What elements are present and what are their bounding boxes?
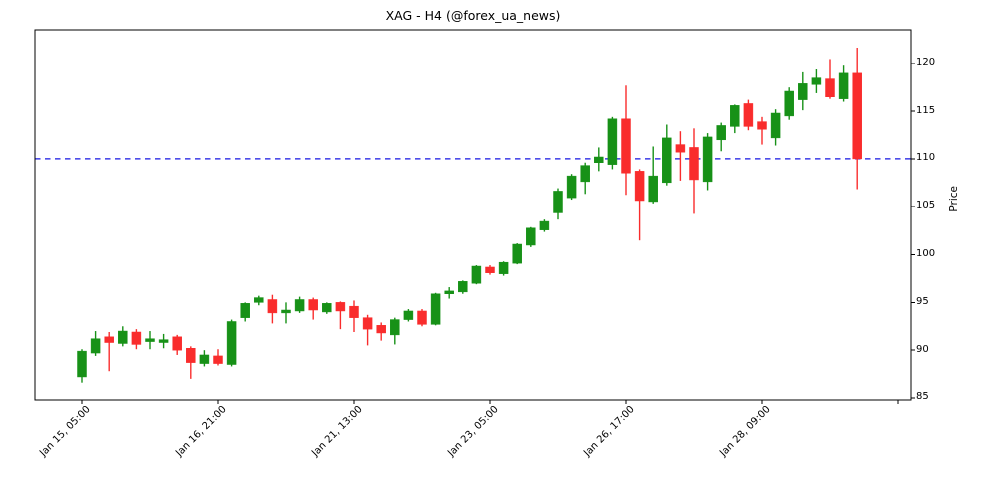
candle-body xyxy=(213,355,223,364)
candle-body xyxy=(730,105,740,127)
candle-body xyxy=(485,266,495,273)
candle-body xyxy=(838,72,849,99)
candle-body xyxy=(702,136,713,183)
y-tick-label: 90 xyxy=(916,343,929,355)
candle-body xyxy=(634,171,645,202)
axes-frame xyxy=(34,29,912,401)
y-tick-label: 105 xyxy=(916,200,936,212)
candle-body xyxy=(322,303,332,313)
candle-body xyxy=(594,156,604,163)
candle-body xyxy=(131,331,142,345)
y-tick-label: 100 xyxy=(916,248,936,260)
candle-body xyxy=(267,299,278,314)
candle-body xyxy=(349,305,359,318)
candle-body xyxy=(294,299,305,312)
y-tick-label: 110 xyxy=(916,152,936,164)
candle-body xyxy=(512,243,522,264)
candle-body xyxy=(471,265,482,284)
candle-body xyxy=(539,220,550,230)
candle-body xyxy=(553,191,563,213)
candle-body xyxy=(675,144,686,153)
candle-body xyxy=(444,290,454,295)
candle-body xyxy=(526,227,536,246)
candle-body xyxy=(362,317,373,330)
candle-body xyxy=(240,303,250,318)
chart-title: XAG - H4 (@forex_ua_news) xyxy=(385,8,561,23)
candle-body xyxy=(580,165,590,183)
y-axis-title: Price xyxy=(948,186,960,212)
candle-body xyxy=(743,103,754,127)
candle-body xyxy=(498,261,509,274)
candle-body xyxy=(811,77,822,85)
candle-body xyxy=(566,175,577,199)
candle-body xyxy=(770,112,781,139)
candle-body xyxy=(825,78,835,98)
candle-body xyxy=(254,297,264,303)
y-tick-label: 95 xyxy=(916,295,929,307)
candle-body xyxy=(186,348,196,363)
candle-body xyxy=(390,319,400,336)
candle-body xyxy=(458,281,468,293)
candle-body xyxy=(757,121,767,130)
candle-body xyxy=(852,72,862,160)
candle-body xyxy=(403,310,414,320)
candle-body xyxy=(335,302,346,312)
candle-body xyxy=(77,350,87,378)
candle-body xyxy=(281,309,291,314)
y-tick-label: 120 xyxy=(916,56,936,68)
y-tick-label: 85 xyxy=(916,391,929,403)
candle-body xyxy=(621,118,631,174)
candle-body xyxy=(172,336,182,351)
candle-body xyxy=(199,354,210,364)
candle-body xyxy=(145,338,155,342)
candle-body xyxy=(158,339,169,343)
candle-body xyxy=(798,83,808,100)
candle-body xyxy=(376,325,386,334)
candle-body xyxy=(308,299,318,311)
candle-body xyxy=(662,137,672,184)
y-tick-label: 115 xyxy=(916,104,936,116)
candle-body xyxy=(104,336,114,343)
candle-body xyxy=(90,338,101,354)
candle-body xyxy=(430,293,441,325)
candle-body xyxy=(226,321,237,365)
candle-body xyxy=(648,175,658,203)
candle-body xyxy=(118,330,128,344)
candle-body xyxy=(784,90,794,117)
candle-body xyxy=(607,118,618,165)
candle-body xyxy=(417,310,427,325)
candle-body xyxy=(689,147,699,181)
candle-body xyxy=(716,125,726,141)
